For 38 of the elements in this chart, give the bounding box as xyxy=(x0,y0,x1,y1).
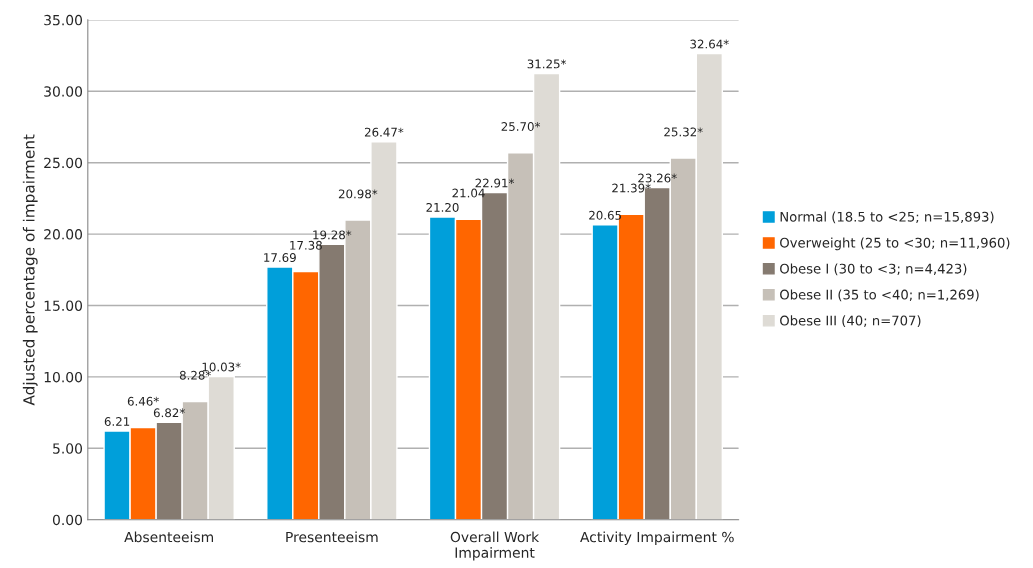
legend-label: Obese III (40; n=707) xyxy=(780,315,921,328)
data-label: 10.03* xyxy=(202,362,241,372)
data-label: 20.65 xyxy=(589,210,622,220)
data-label: 6.46* xyxy=(127,396,159,406)
data-label: 20.98* xyxy=(338,189,378,199)
y-tick-label: 5.00 xyxy=(53,443,83,454)
x-tick-label: Presenteeism xyxy=(286,531,378,543)
data-label: 32.64* xyxy=(690,39,729,49)
data-label: 25.70* xyxy=(501,122,541,131)
y-tick-label: 30.00 xyxy=(44,86,83,97)
data-label: 6.82* xyxy=(153,408,185,418)
x-tick-label: Overall Work Impairment xyxy=(450,531,540,561)
y-tick-label: 35.00 xyxy=(44,14,83,26)
x-tick-label: Absenteeism xyxy=(124,531,213,543)
data-label: 6.21 xyxy=(104,417,130,426)
data-label: 31.25* xyxy=(527,59,567,69)
data-label: 17.69 xyxy=(264,253,296,263)
data-label: 19.28* xyxy=(313,230,352,240)
legend-label: Obese II (35 to <40; n=1,269) xyxy=(780,289,979,302)
y-tick-label: 15.00 xyxy=(44,300,83,311)
data-label: 21.39* xyxy=(612,183,651,193)
data-label: 26.47* xyxy=(364,127,404,137)
y-tick-label: 20.00 xyxy=(44,229,83,240)
data-label: 22.91* xyxy=(475,178,515,188)
y-tick-label: 10.00 xyxy=(44,371,83,383)
legend-label: Overweight (25 to <30; n=11,960) xyxy=(780,237,1010,251)
data-label: 23.26* xyxy=(638,173,677,183)
data-label: 17.38 xyxy=(290,240,322,250)
x-tick-label: Activity Impairment % xyxy=(580,531,734,545)
legend-label: Obese I (30 to <3; n=4,423) xyxy=(780,263,967,276)
legend-label: Normal (18.5 to <25; n=15,893) xyxy=(780,211,994,224)
data-label: 21.20 xyxy=(426,202,459,212)
y-tick-label: 0.00 xyxy=(52,514,83,526)
y-axis-title: Adjusted percentage of impairment xyxy=(22,134,38,406)
data-label: 21.04 xyxy=(452,188,485,198)
y-tick-label: 25.00 xyxy=(44,157,83,169)
data-label: 8.28* xyxy=(179,370,211,380)
data-label: 25.32* xyxy=(664,127,703,137)
